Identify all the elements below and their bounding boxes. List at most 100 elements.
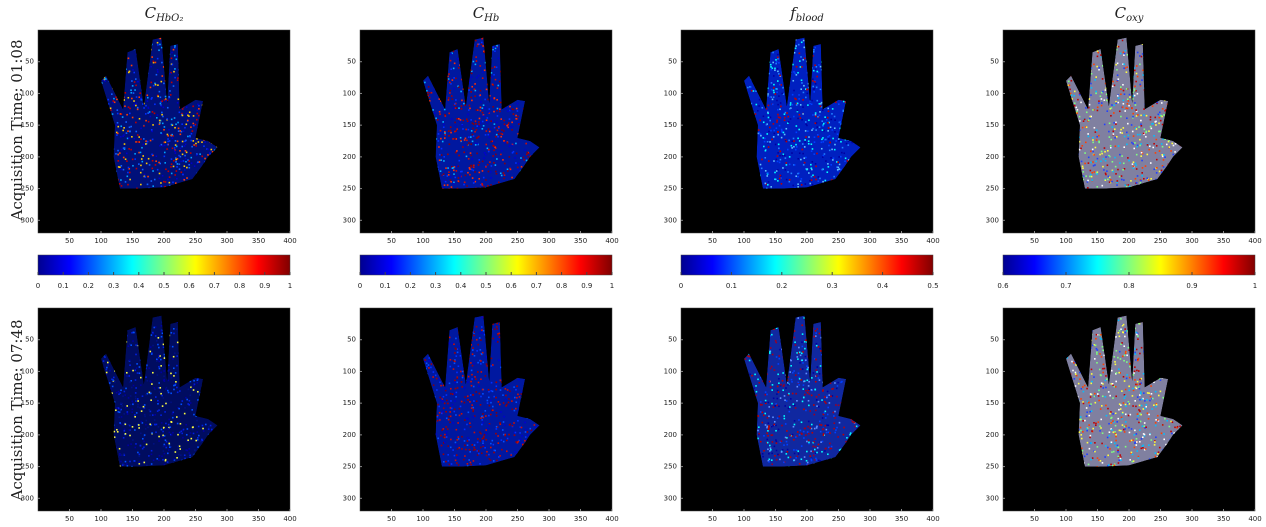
speckle: [1123, 146, 1125, 148]
speckle: [477, 143, 479, 145]
speckle: [453, 173, 455, 175]
speckle: [773, 92, 775, 94]
speckle: [1150, 116, 1152, 118]
speckle: [120, 113, 122, 115]
speckle: [143, 138, 145, 140]
speckle: [828, 111, 830, 113]
speckle: [1149, 145, 1151, 147]
speckle: [452, 98, 454, 100]
speckle: [189, 400, 191, 402]
speckle: [479, 463, 481, 465]
speckle: [482, 71, 484, 73]
speckle: [466, 139, 468, 141]
speckle: [474, 83, 476, 85]
speckle: [454, 177, 456, 179]
speckle: [813, 153, 815, 155]
speckle: [1101, 105, 1103, 107]
speckle: [500, 102, 502, 104]
speckle: [828, 127, 830, 129]
speckle: [1093, 171, 1095, 173]
speckle: [473, 165, 475, 167]
speckle: [779, 75, 781, 77]
speckle: [144, 434, 146, 436]
speckle: [122, 462, 124, 464]
speckle: [159, 91, 161, 93]
speckle: [118, 416, 120, 418]
speckle: [1122, 169, 1124, 171]
speckle: [1091, 73, 1093, 75]
speckle: [464, 181, 466, 183]
speckle: [147, 141, 149, 143]
speckle: [126, 132, 128, 134]
speckle: [1159, 131, 1161, 133]
speckle: [134, 153, 136, 155]
speckle: [173, 367, 175, 369]
speckle: [199, 161, 201, 163]
speckle: [185, 424, 187, 426]
speckle: [446, 436, 448, 438]
speckle: [767, 141, 769, 143]
speckle: [135, 85, 137, 87]
speckle: [448, 130, 450, 132]
speckle: [1098, 141, 1100, 143]
speckle: [139, 366, 141, 368]
speckle: [107, 99, 109, 101]
speckle: [183, 160, 185, 162]
speckle: [151, 432, 153, 434]
speckle: [148, 455, 150, 457]
speckle: [478, 136, 480, 138]
speckle: [1133, 148, 1135, 150]
speckle: [184, 169, 186, 171]
speckle: [487, 148, 489, 150]
speckle: [435, 118, 437, 120]
speckle: [174, 117, 176, 119]
speckle: [119, 183, 121, 185]
speckle: [1104, 151, 1106, 153]
speckle: [134, 447, 136, 449]
speckle: [803, 164, 805, 166]
speckle: [158, 409, 160, 411]
speckle: [461, 401, 463, 403]
speckle: [780, 159, 782, 161]
speckle: [207, 148, 209, 150]
speckle: [773, 90, 775, 92]
speckle: [841, 152, 843, 154]
speckle: [493, 162, 495, 164]
speckle: [458, 160, 460, 162]
speckle: [514, 434, 516, 436]
speckle: [479, 65, 481, 67]
speckle: [1130, 180, 1132, 182]
x-tick-label: 100: [94, 237, 107, 245]
speckle: [800, 117, 802, 119]
speckle: [463, 184, 465, 186]
speckle: [160, 414, 162, 416]
speckle: [136, 96, 138, 98]
speckle: [779, 117, 781, 119]
speckle: [1128, 160, 1130, 162]
speckle: [1127, 157, 1129, 159]
speckle: [159, 455, 161, 457]
speckle: [179, 130, 181, 132]
colorbar-tick-label: 0.5: [480, 282, 491, 290]
speckle: [443, 436, 445, 438]
speckle: [185, 449, 187, 451]
speckle: [134, 89, 136, 91]
speckle: [190, 152, 192, 154]
x-tick-label: 400: [926, 237, 939, 245]
speckle: [1117, 74, 1119, 76]
speckle: [145, 420, 147, 422]
speckle: [813, 49, 815, 51]
speckle: [502, 159, 504, 161]
speckle: [134, 81, 136, 83]
speckle: [761, 159, 763, 161]
speckle: [190, 432, 192, 434]
speckle: [142, 161, 144, 163]
speckle: [159, 368, 161, 370]
speckle: [456, 382, 458, 384]
speckle: [133, 72, 135, 74]
speckle: [124, 143, 126, 145]
colorbar-tick-label: 1: [610, 282, 614, 290]
speckle: [133, 385, 135, 387]
speckle: [496, 99, 498, 101]
speckle: [458, 107, 460, 109]
